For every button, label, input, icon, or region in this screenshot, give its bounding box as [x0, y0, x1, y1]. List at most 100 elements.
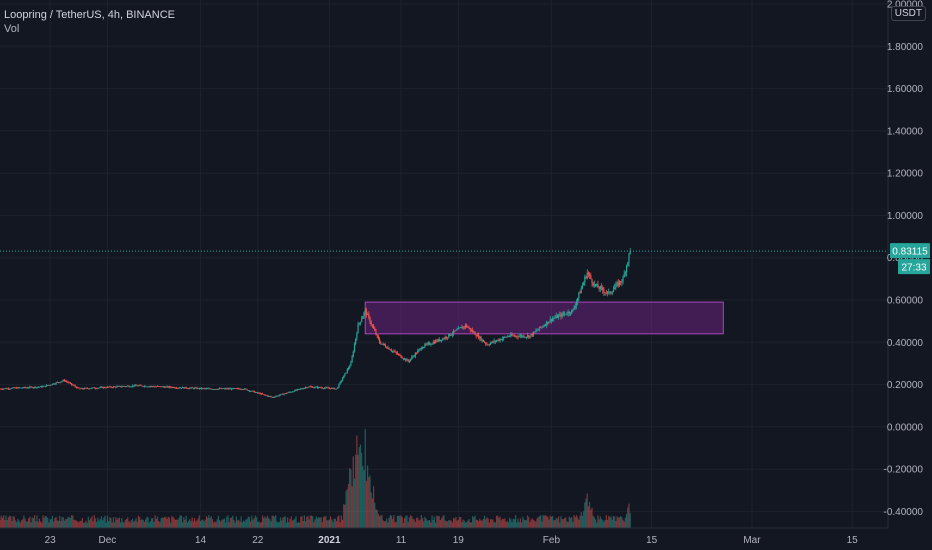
candle-body [569, 313, 572, 315]
volume-bar [192, 521, 194, 528]
volume-bar [349, 468, 351, 528]
volume-bar [531, 518, 533, 528]
volume-bar [421, 517, 424, 528]
candle-body [179, 387, 181, 389]
volume-bar [125, 518, 128, 528]
volume-bar [328, 519, 331, 528]
candle-body [170, 386, 172, 388]
candle-body [350, 362, 352, 367]
candle-body [479, 336, 481, 339]
volume-bar [554, 520, 556, 528]
volume-bar [203, 521, 205, 528]
price-axis[interactable]: 2.00000 1.80000 1.60000 1.40000 1.20000 1.000… [884, 0, 932, 550]
volume-bar [109, 517, 111, 528]
candle-body [520, 335, 523, 337]
volume-bar [66, 518, 68, 528]
volume-bar [600, 518, 603, 528]
time-axis[interactable]: 23 Dec 14 22 2021 11 19 Feb 15 Mar 15 [0, 527, 888, 546]
candle-body [202, 388, 204, 390]
volume-bar [501, 518, 504, 528]
volume-bar [2, 515, 5, 528]
volume-label[interactable]: Vol [4, 23, 20, 35]
volume-bar [179, 515, 181, 528]
volume-bar [287, 517, 289, 528]
volume-bar [281, 520, 283, 528]
candle-body [160, 386, 162, 388]
currency-unit-badge[interactable]: USDT [890, 6, 926, 21]
candle-body [303, 387, 305, 389]
candle-body [461, 327, 463, 329]
volume-bar [443, 515, 445, 528]
candle-body [347, 367, 350, 370]
candle-body [146, 386, 148, 388]
volume-bar [139, 516, 141, 528]
candle-body [290, 391, 292, 393]
volume-bar [332, 522, 334, 528]
candle-body [396, 353, 399, 355]
volume-bar [562, 519, 564, 528]
chart-legend: Loopring / TetherUS, 4h, BINANCE Vol [4, 8, 175, 36]
volume-bar [253, 518, 255, 528]
volume-bar [408, 517, 410, 528]
volume-bar [548, 519, 550, 528]
volume-bar [186, 522, 188, 528]
candle-body [518, 336, 520, 338]
volume-bar [251, 515, 253, 528]
range-rectangle[interactable] [364, 301, 724, 335]
candle-body [616, 282, 618, 285]
candle-body [140, 385, 142, 386]
volume-bar [277, 522, 279, 528]
candle-body [382, 343, 384, 345]
volume-bar [131, 518, 134, 528]
candle-body [259, 393, 261, 395]
volume-bar [98, 520, 100, 528]
volume-bar [278, 521, 280, 528]
candle-body [343, 375, 345, 379]
volume-bar [365, 480, 368, 528]
candle-body [251, 390, 253, 392]
volume-bar [275, 515, 277, 528]
volume-bar [258, 521, 260, 528]
volume-bar [568, 516, 570, 528]
candle-body [92, 387, 94, 389]
candle-body [45, 385, 48, 387]
candle-body [523, 335, 525, 338]
volume-bar [166, 518, 168, 528]
volume-bar [217, 515, 220, 528]
volume-bar [235, 516, 237, 528]
volume-bar [629, 512, 631, 528]
volume-bar [320, 517, 322, 528]
candle-body [288, 392, 290, 393]
candle-body [614, 287, 616, 290]
volume-bar [448, 520, 450, 528]
volume-bar [272, 515, 274, 528]
volume-bar [293, 520, 295, 528]
candle-body [12, 387, 14, 389]
candle-body [129, 386, 131, 388]
last-price-badge [890, 243, 930, 259]
candle-body [96, 388, 98, 390]
volume-bar [135, 518, 137, 528]
candle-body [463, 326, 465, 328]
volume-bar [475, 519, 477, 528]
volume-bar [14, 520, 17, 528]
volume-bar [383, 521, 385, 528]
candle-body [192, 387, 194, 389]
candle-body [469, 327, 471, 331]
candle-body [159, 386, 161, 388]
candle-body [559, 314, 561, 316]
volume-bar [8, 515, 11, 528]
volume-bar [606, 519, 609, 528]
candle-body [155, 386, 157, 388]
volume-bar [543, 515, 545, 528]
volume-bar [612, 515, 615, 528]
volume-bar [388, 517, 390, 528]
candle-body [466, 324, 468, 328]
symbol-label[interactable]: Loopring / TetherUS, 4h, BINANCE [4, 9, 175, 21]
candle-body [245, 388, 247, 390]
volume-bar [152, 518, 154, 528]
candle-body [117, 386, 119, 387]
volume-bar [598, 519, 600, 528]
volume-bar [108, 521, 110, 528]
